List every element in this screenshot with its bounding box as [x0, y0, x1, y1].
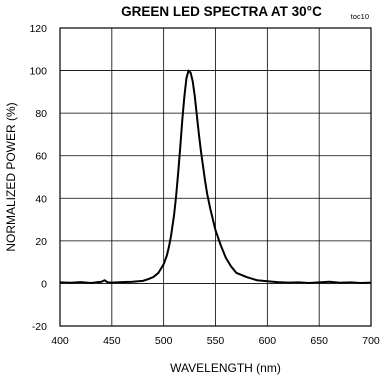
y-axis-title: NORMALIZED POWER (%)	[4, 102, 18, 251]
figure-tag: toc10	[351, 12, 369, 21]
x-tick-label: 500	[155, 335, 173, 347]
y-axis-ticks: -20 0 20 40 60 80 100 120	[29, 23, 47, 333]
x-tick-label: 700	[362, 335, 380, 347]
y-tick-label: -20	[32, 321, 47, 333]
x-axis-ticks: 400 450 500 550 600 650 700	[51, 335, 380, 347]
spectrum-series-line	[59, 69, 372, 284]
x-tick-label: 400	[51, 335, 69, 347]
y-tick-label: 20	[35, 236, 47, 248]
y-tick-label: 0	[41, 278, 47, 290]
x-tick-label: 650	[310, 335, 328, 347]
chart-title: GREEN LED SPECTRA AT 30°C	[121, 4, 322, 19]
y-tick-label: 80	[35, 108, 47, 120]
x-tick-label: 600	[259, 335, 277, 347]
y-tick-label: 60	[35, 151, 47, 163]
x-axis-title: WAVELENGTH (nm)	[170, 361, 281, 375]
x-tick-label: 450	[103, 335, 121, 347]
y-tick-label: 100	[29, 66, 47, 78]
x-tick-label: 550	[207, 335, 225, 347]
y-tick-label: 40	[35, 193, 47, 205]
plot-frame	[59, 27, 372, 327]
plot-area	[59, 27, 372, 327]
y-tick-label: 120	[29, 23, 47, 35]
